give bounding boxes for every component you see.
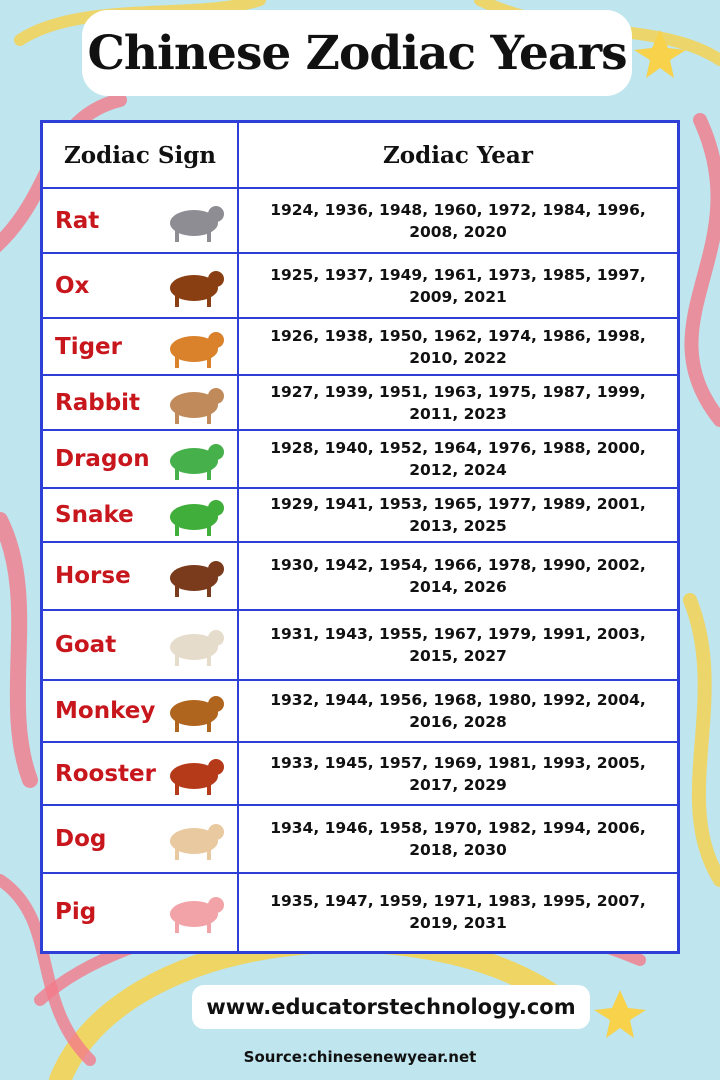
sign-cell: Rooster bbox=[40, 741, 239, 806]
sign-cell: Horse bbox=[40, 541, 239, 611]
sign-label: Monkey bbox=[55, 698, 156, 724]
website-url: www.educatorstechnology.com bbox=[206, 995, 576, 1019]
years-cell: 1929, 1941, 1953, 1965, 1977, 1989, 2001… bbox=[237, 487, 680, 543]
sign-label: Horse bbox=[55, 563, 131, 589]
years-cell: 1926, 1938, 1950, 1962, 1974, 1986, 1998… bbox=[237, 317, 680, 376]
table-row: Horse 1930, 1942, 1954, 1966, 1978, 1990… bbox=[40, 541, 680, 611]
sign-label: Rooster bbox=[55, 760, 156, 787]
rat-icon bbox=[170, 205, 224, 242]
table-row: Goat 1931, 1943, 1955, 1967, 1979, 1991,… bbox=[40, 609, 680, 681]
rooster-icon bbox=[170, 758, 224, 795]
snake-icon bbox=[170, 500, 224, 536]
sign-cell: Dragon bbox=[40, 429, 239, 489]
sign-label: Rabbit bbox=[55, 389, 141, 416]
goat-icon bbox=[170, 630, 224, 666]
table-row: Monkey 1932, 1944, 1956, 1968, 1980, 199… bbox=[40, 679, 680, 743]
years-cell: 1934, 1946, 1958, 1970, 1982, 1994, 2006… bbox=[237, 804, 680, 874]
years-cell: 1924, 1936, 1948, 1960, 1972, 1984, 1996… bbox=[237, 187, 680, 254]
sign-cell: Tiger bbox=[40, 317, 239, 376]
ox-icon bbox=[170, 270, 224, 307]
pig-icon bbox=[170, 897, 224, 934]
horse-icon bbox=[170, 561, 224, 597]
table-row: Tiger 1926, 1938, 1950, 1962, 1974, 1986… bbox=[40, 317, 680, 376]
sign-cell: Dog bbox=[40, 804, 239, 874]
sign-cell: Monkey bbox=[40, 679, 239, 743]
source-credit: Source:chinesenewyear.net bbox=[243, 1048, 477, 1066]
tiger-icon bbox=[170, 331, 224, 368]
sign-label: Ox bbox=[55, 272, 90, 299]
table-row: Dragon 1928, 1940, 1952, 1964, 1976, 198… bbox=[40, 429, 680, 489]
table-row: Rabbit 1927, 1939, 1951, 1963, 1975, 198… bbox=[40, 374, 680, 431]
website-banner: www.educatorstechnology.com bbox=[192, 985, 590, 1029]
dragon-icon bbox=[170, 444, 224, 480]
sign-label: Dragon bbox=[55, 446, 150, 472]
zodiac-table: Zodiac Sign Zodiac Year Rat 1924, 1936, … bbox=[40, 120, 680, 954]
sign-label: Pig bbox=[55, 899, 97, 926]
sign-label: Snake bbox=[55, 502, 134, 528]
sign-cell: Ox bbox=[40, 252, 239, 319]
sign-label: Rat bbox=[55, 207, 100, 234]
years-cell: 1933, 1945, 1957, 1969, 1981, 1993, 2005… bbox=[237, 741, 680, 806]
sign-cell: Snake bbox=[40, 487, 239, 543]
sign-cell: Pig bbox=[40, 872, 239, 953]
sign-cell: Rabbit bbox=[40, 374, 239, 431]
page-title: Chinese Zodiac Years bbox=[87, 25, 627, 81]
sign-cell: Rat bbox=[40, 187, 239, 254]
years-cell: 1927, 1939, 1951, 1963, 1975, 1987, 1999… bbox=[237, 374, 680, 431]
years-cell: 1932, 1944, 1956, 1968, 1980, 1992, 2004… bbox=[237, 679, 680, 743]
table-row: Rat 1924, 1936, 1948, 1960, 1972, 1984, … bbox=[40, 187, 680, 254]
table-row: Pig 1935, 1947, 1959, 1971, 1983, 1995, … bbox=[40, 872, 680, 953]
sign-cell: Goat bbox=[40, 609, 239, 681]
table-row: Ox 1925, 1937, 1949, 1961, 1973, 1985, 1… bbox=[40, 252, 680, 319]
dog-icon bbox=[170, 824, 224, 860]
sign-label: Tiger bbox=[55, 333, 122, 360]
years-cell: 1925, 1937, 1949, 1961, 1973, 1985, 1997… bbox=[237, 252, 680, 319]
header-zodiac-sign: Zodiac Sign bbox=[40, 120, 239, 189]
table-header-row: Zodiac Sign Zodiac Year bbox=[40, 120, 680, 189]
table-row: Dog 1934, 1946, 1958, 1970, 1982, 1994, … bbox=[40, 804, 680, 874]
title-banner: Chinese Zodiac Years bbox=[82, 10, 632, 96]
table-row: Rooster 1933, 1945, 1957, 1969, 1981, 19… bbox=[40, 741, 680, 806]
table-row: Snake 1929, 1941, 1953, 1965, 1977, 1989… bbox=[40, 487, 680, 543]
rabbit-icon bbox=[170, 387, 224, 424]
sign-label: Goat bbox=[55, 632, 117, 658]
years-cell: 1928, 1940, 1952, 1964, 1976, 1988, 2000… bbox=[237, 429, 680, 489]
monkey-icon bbox=[170, 696, 224, 732]
years-cell: 1930, 1942, 1954, 1966, 1978, 1990, 2002… bbox=[237, 541, 680, 611]
sign-label: Dog bbox=[55, 826, 107, 852]
header-zodiac-year: Zodiac Year bbox=[237, 120, 680, 189]
years-cell: 1931, 1943, 1955, 1967, 1979, 1991, 2003… bbox=[237, 609, 680, 681]
years-cell: 1935, 1947, 1959, 1971, 1983, 1995, 2007… bbox=[237, 872, 680, 953]
